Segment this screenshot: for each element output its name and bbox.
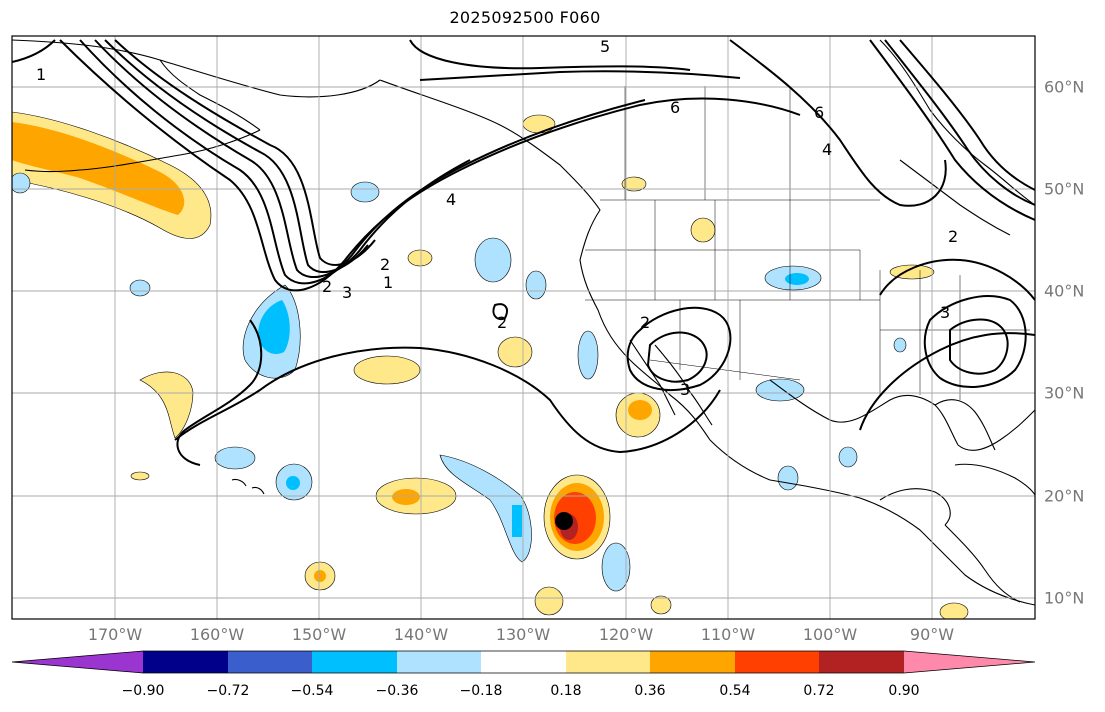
- positive-anomaly-region: [353, 355, 421, 385]
- colorbar-tick-label: 0.72: [803, 683, 835, 699]
- latitude-label: 40°N: [1044, 281, 1085, 301]
- colorbar-tick-label: 0.54: [719, 683, 751, 699]
- longitude-label: 100°W: [802, 625, 858, 644]
- map-area: 1 5 6 6 4 4 3 2 1 2 2 2 3 3 2: [12, 36, 1035, 619]
- colorbar-tick-label: −0.36: [375, 683, 419, 699]
- contour-label: 2: [497, 313, 507, 332]
- colorbar-tick-label: −0.72: [206, 683, 250, 699]
- contour-label: 3: [342, 283, 352, 302]
- colorbar-tick-label: 0.90: [888, 683, 920, 699]
- contour-label: 2: [948, 227, 958, 246]
- latitude-label: 30°N: [1044, 383, 1085, 403]
- graticule: [12, 36, 1035, 619]
- colorbar-segment: [397, 651, 482, 673]
- negative-anomaly-region: [785, 273, 809, 285]
- negative-anomaly-region: [755, 378, 805, 402]
- colorbar: [11, 650, 1036, 674]
- colorbar-segment: [481, 651, 566, 673]
- negative-anomaly-region: [258, 300, 290, 355]
- map-title: 2025092500 F060: [449, 8, 601, 27]
- longitude-label: 110°W: [700, 625, 756, 644]
- colorbar-tick-label: 0.36: [634, 683, 666, 699]
- negative-anomaly-region: [777, 465, 799, 491]
- colorbar-segment: [143, 651, 228, 673]
- colorbar-segment: [650, 651, 735, 673]
- contour-label: 4: [446, 190, 456, 209]
- negative-anomaly-region: [214, 446, 256, 470]
- colorbar-segment: [735, 651, 820, 673]
- storm-center-marker: [555, 512, 573, 530]
- contour-label: 4: [822, 140, 832, 159]
- negative-anomaly-region: [12, 172, 31, 194]
- positive-anomaly-region: [392, 489, 420, 505]
- contour-label: 6: [670, 98, 680, 117]
- positive-anomaly-region: [497, 336, 533, 368]
- contour-label: 1: [383, 273, 393, 292]
- negative-anomaly-region: [512, 505, 522, 537]
- positive-anomaly-region: [621, 176, 647, 192]
- contour-label: 5: [600, 37, 610, 56]
- positive-anomaly-region: [314, 570, 326, 582]
- contour-labels: 1 5 6 6 4 4 3 2 1 2 2 2 3 3 2: [36, 37, 958, 399]
- colorbar-tick-label: −0.54: [290, 683, 334, 699]
- map-frame: [11, 35, 1036, 620]
- contour-label: 2: [640, 313, 650, 332]
- negative-anomaly-region: [129, 279, 151, 297]
- colorbar-segment: [566, 651, 651, 673]
- positive-anomaly-region: [407, 249, 433, 267]
- contour-label: 3: [940, 303, 950, 322]
- contour-label: 1: [36, 65, 46, 84]
- negative-anomaly-region: [601, 542, 631, 592]
- latitude-label: 50°N: [1044, 179, 1085, 199]
- longitude-label: 130°W: [495, 625, 551, 644]
- contour-label: 2: [380, 255, 390, 274]
- contour-label: 2: [322, 277, 332, 296]
- negative-anomaly-region: [286, 476, 300, 490]
- coastlines: [12, 39, 1035, 606]
- latitude-label: 60°N: [1044, 77, 1085, 97]
- colorbar-tick-label: 0.18: [550, 683, 582, 699]
- positive-anomaly-region: [139, 371, 194, 439]
- negative-anomaly-region: [838, 446, 858, 468]
- negative-anomaly-region: [474, 237, 512, 283]
- longitude-label: 160°W: [189, 625, 245, 644]
- contour-label: 6: [814, 103, 824, 122]
- contour-label: 3: [680, 380, 690, 399]
- colorbar-tick-label: −0.90: [121, 683, 165, 699]
- height-contours: [12, 39, 1035, 466]
- longitude-label: 140°W: [393, 625, 449, 644]
- longitude-label: 150°W: [291, 625, 347, 644]
- positive-anomaly-region: [522, 114, 556, 134]
- negative-anomaly-region: [893, 337, 907, 353]
- latitude-label: 20°N: [1044, 486, 1085, 506]
- negative-anomaly-region: [525, 270, 547, 300]
- negative-anomaly-region: [577, 330, 599, 380]
- positive-anomaly-region: [939, 602, 969, 619]
- positive-anomaly-region: [534, 586, 564, 616]
- colorbar-segment: [228, 651, 313, 673]
- longitude-label: 120°W: [598, 625, 654, 644]
- colorbar-extend-low: [12, 651, 143, 673]
- positive-anomaly-region: [690, 217, 716, 243]
- positive-anomaly-region: [628, 400, 652, 420]
- negative-anomaly-region: [350, 181, 380, 203]
- longitude-label: 90°W: [909, 625, 955, 644]
- longitude-label: 170°W: [87, 625, 143, 644]
- negative-anomaly-region: [439, 454, 532, 563]
- colorbar-segment: [819, 651, 904, 673]
- shaded-anomaly-fields: [12, 111, 969, 619]
- positive-anomaly-region: [889, 264, 935, 280]
- colorbar-extend-high: [904, 651, 1035, 673]
- positive-anomaly-region: [650, 595, 672, 615]
- colorbar-tick-label: −0.18: [459, 683, 503, 699]
- colorbar-outline: [11, 650, 1036, 674]
- latitude-label: 10°N: [1044, 588, 1085, 608]
- colorbar-segment: [312, 651, 397, 673]
- positive-anomaly-region: [130, 471, 150, 481]
